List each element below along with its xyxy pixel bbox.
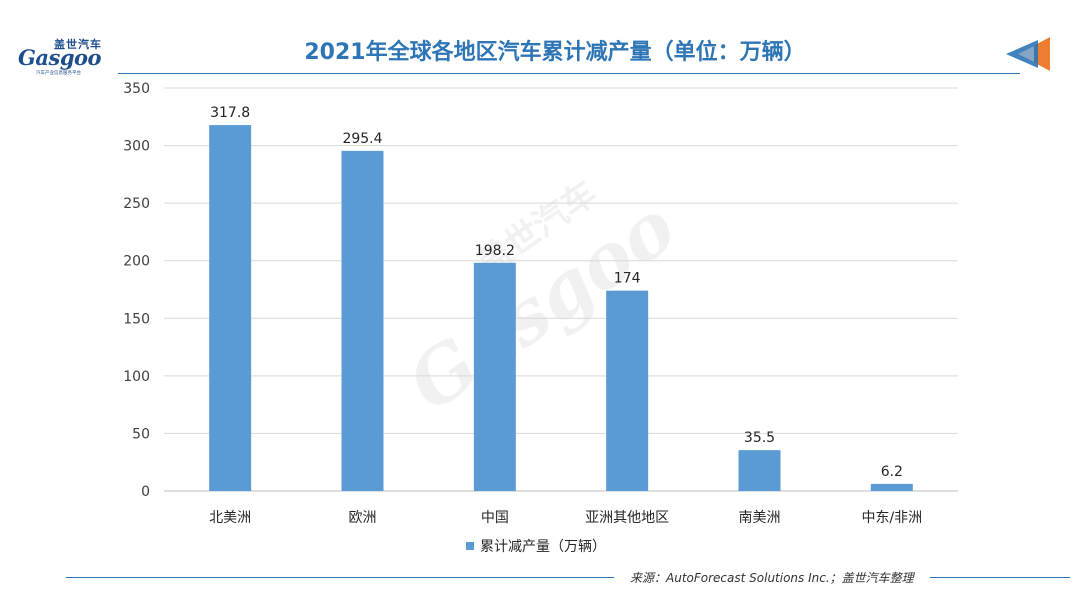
- source-note: 来源：AutoForecast Solutions Inc.；盖世汽车整理: [630, 571, 914, 585]
- x-tick-label: 中国: [481, 510, 509, 526]
- legend-label: 累计减产量（万辆）: [480, 539, 606, 555]
- data-label: 198.2: [475, 243, 515, 259]
- data-label: 6.2: [881, 464, 903, 480]
- data-label: 174: [614, 271, 641, 287]
- chart-title: 2021年全球各地区汽车累计减产量（单位：万辆）: [304, 40, 806, 65]
- footer-divider-left: [66, 577, 614, 578]
- y-tick-label: 200: [123, 254, 150, 270]
- x-tick-label: 北美洲: [209, 510, 251, 526]
- gasgoo-logo: 盖世汽车 Gasgoo 汽车产业信息服务平台: [14, 36, 114, 76]
- logo-tagline: 汽车产业信息服务平台: [36, 71, 81, 76]
- x-tick-label: 欧洲: [349, 510, 377, 526]
- bar: [341, 150, 384, 492]
- bar: [209, 125, 252, 492]
- legend-swatch: [466, 542, 474, 550]
- y-tick-label: 50: [132, 426, 150, 442]
- bar: [606, 290, 649, 491]
- x-tick-label: 亚洲其他地区: [585, 510, 669, 526]
- data-label: 35.5: [744, 430, 775, 446]
- y-tick-label: 350: [123, 81, 150, 97]
- footer-divider-right: [930, 577, 1070, 578]
- y-tick-label: 150: [123, 311, 150, 327]
- data-label: 295.4: [342, 131, 382, 147]
- arrow-left-icon[interactable]: [1004, 34, 1054, 74]
- y-tick-label: 300: [123, 139, 150, 155]
- logo-chinese: 盖世汽车: [54, 38, 102, 51]
- y-tick-label: 250: [123, 196, 150, 212]
- x-tick-label: 南美洲: [739, 510, 781, 526]
- y-tick-label: 100: [123, 369, 150, 385]
- x-tick-label: 中东/非洲: [861, 510, 922, 526]
- data-label: 317.8: [210, 105, 250, 121]
- y-tick-label: 0: [141, 484, 150, 500]
- bar: [473, 262, 516, 491]
- header-divider: [118, 73, 1020, 74]
- bar: [738, 450, 781, 491]
- bar: [870, 483, 913, 491]
- logo-english: Gasgoo: [18, 45, 102, 70]
